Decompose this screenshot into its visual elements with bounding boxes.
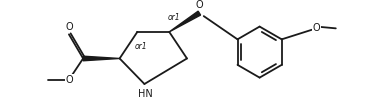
Text: O: O xyxy=(195,0,203,10)
Text: O: O xyxy=(65,22,73,32)
Polygon shape xyxy=(83,56,120,61)
Text: or1: or1 xyxy=(134,42,147,51)
Text: HN: HN xyxy=(138,89,152,99)
Text: O: O xyxy=(66,75,74,85)
Text: or1: or1 xyxy=(168,13,180,22)
Text: O: O xyxy=(312,23,320,33)
Polygon shape xyxy=(169,11,200,32)
